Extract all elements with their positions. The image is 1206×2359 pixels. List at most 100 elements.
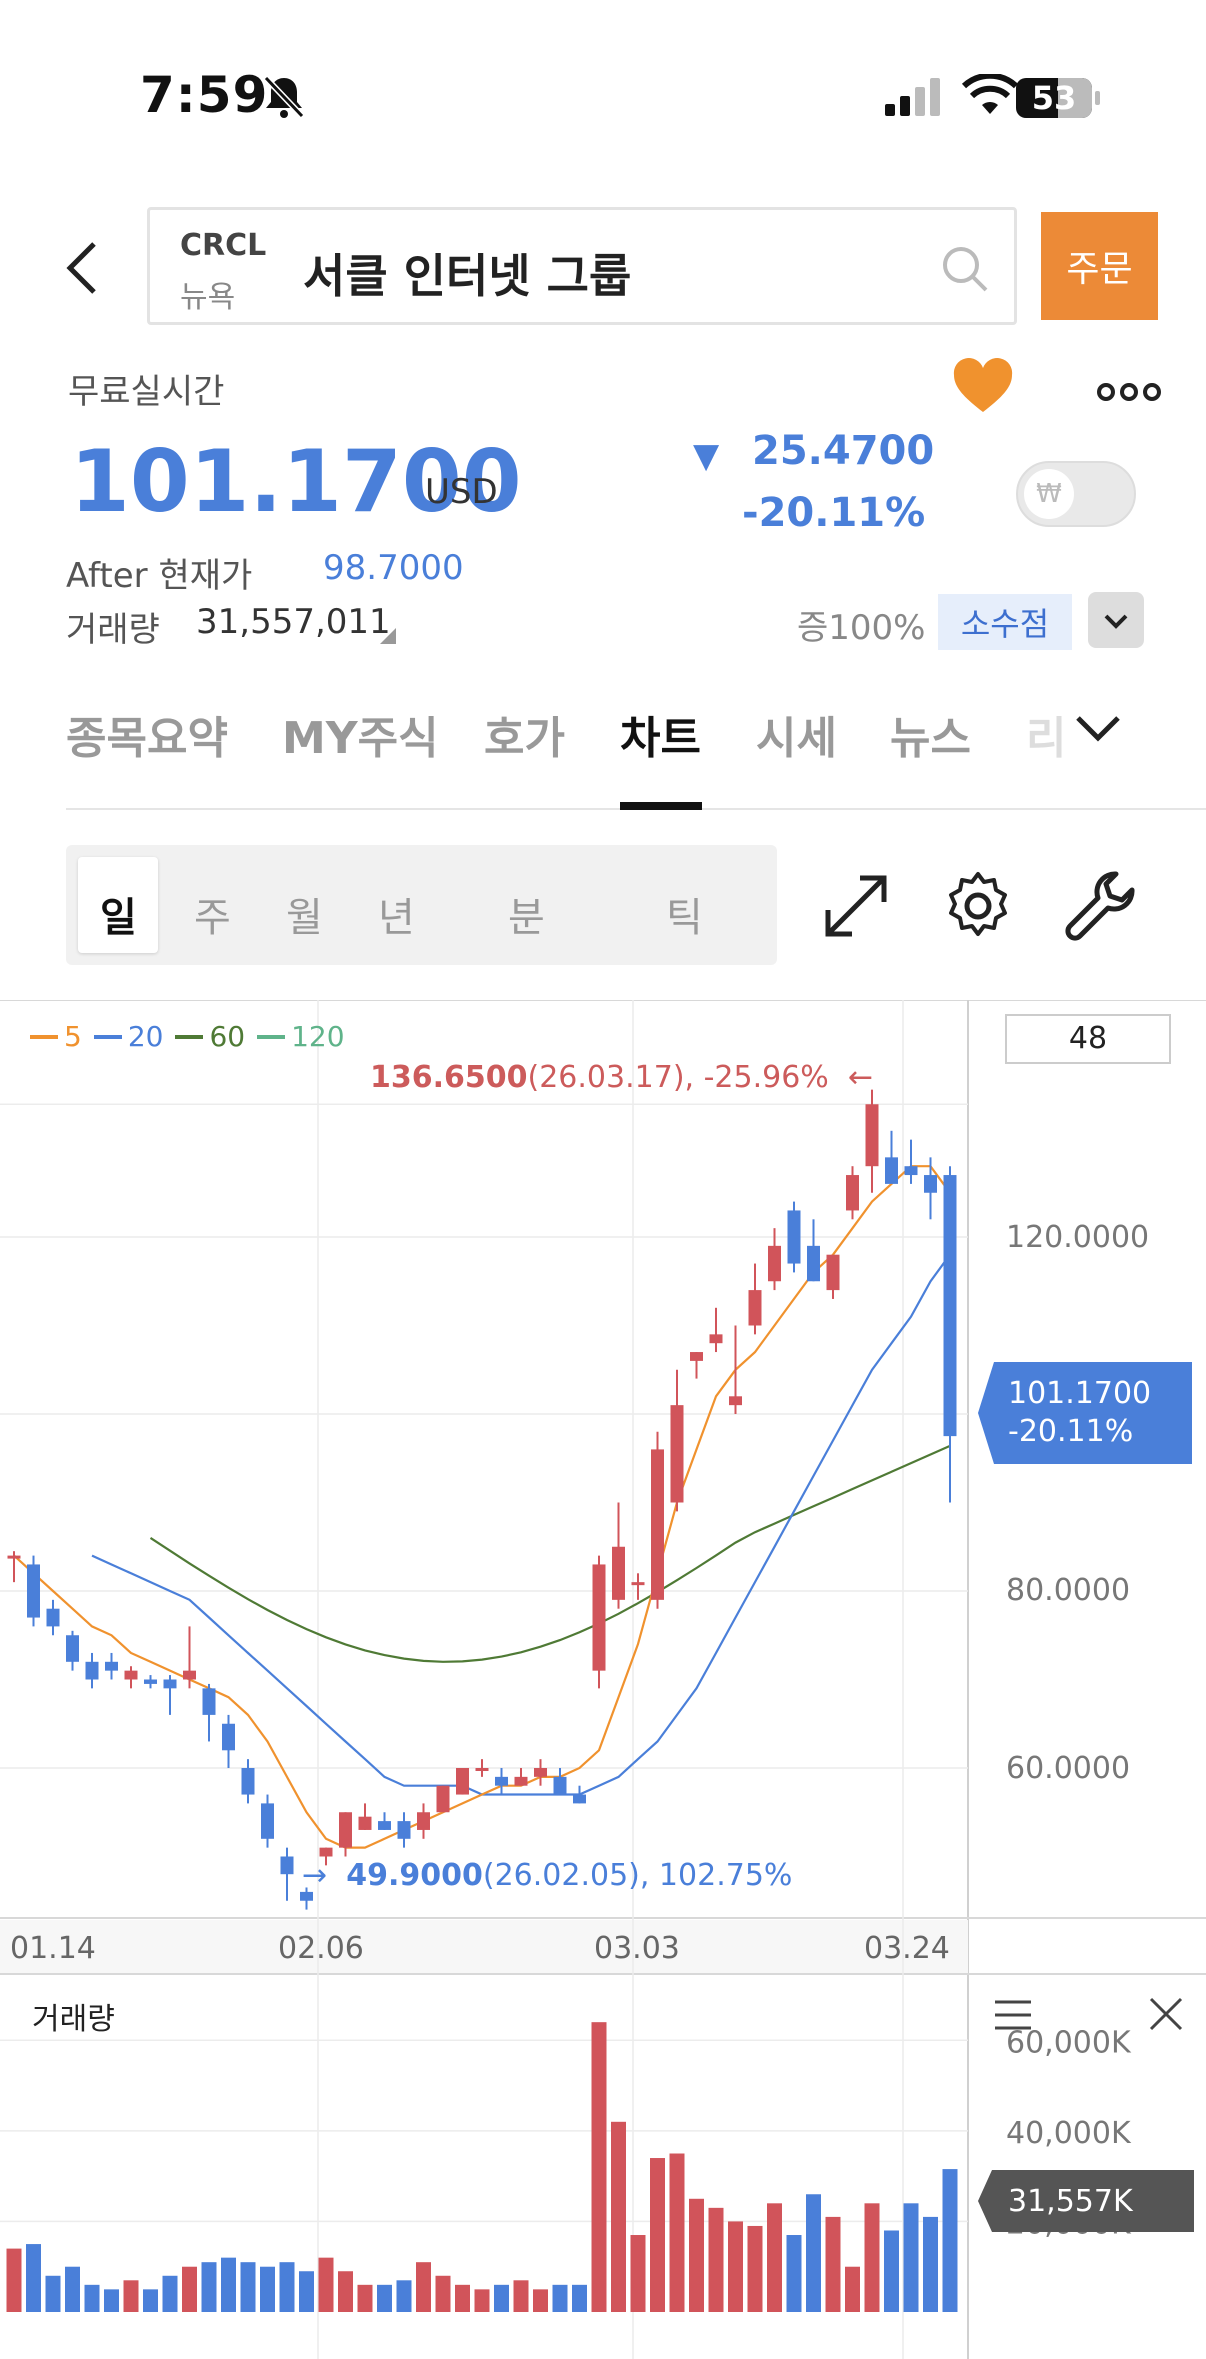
candle-body xyxy=(612,1546,625,1600)
candle-body xyxy=(456,1768,469,1795)
candle-body xyxy=(748,1290,762,1326)
close-icon[interactable] xyxy=(1148,1996,1184,2032)
candle-body xyxy=(534,1768,547,1777)
tab-active-indicator xyxy=(620,802,702,810)
period-selector: 일 주 월 년 분 틱 xyxy=(66,845,777,965)
bell-muted-icon xyxy=(263,75,305,119)
status-time: 7:59 xyxy=(140,66,269,124)
volume-tag-value: 31,557K xyxy=(1008,2184,1133,2219)
candle-body xyxy=(222,1723,235,1751)
candle-body xyxy=(144,1679,157,1684)
more-icon[interactable] xyxy=(1096,380,1162,404)
candle-body xyxy=(27,1564,40,1618)
volume-bar xyxy=(942,2169,958,2312)
wifi-icon xyxy=(962,74,1018,114)
wrench-icon[interactable] xyxy=(1060,866,1140,946)
volume-bar xyxy=(689,2198,704,2312)
expand-icon[interactable] xyxy=(820,870,892,942)
price-chart[interactable]: 120.0000 80.0000 60.0000 01.14 02.06 03.03 03.… xyxy=(0,1000,1206,2359)
right-arrow-icon: → xyxy=(302,1858,347,1893)
volume-bar xyxy=(572,2284,587,2312)
tab-chart[interactable]: 차트 xyxy=(620,713,701,764)
decimal-button[interactable]: 소수점 xyxy=(938,594,1072,650)
volume-bar xyxy=(669,2153,685,2312)
currency-toggle[interactable]: ₩ xyxy=(1016,461,1136,527)
candle-body xyxy=(436,1785,450,1813)
currency-label: USD xyxy=(425,472,498,512)
candle-body xyxy=(300,1891,313,1901)
stock-search-box[interactable]: CRCL 뉴욕 서클 인터넷 그룹 xyxy=(147,207,1017,325)
candle-body xyxy=(163,1679,177,1689)
tabs-chevron-down-icon[interactable] xyxy=(1072,710,1124,746)
volume-bar xyxy=(260,2266,275,2312)
current-price-tag xyxy=(978,1362,1192,1464)
candle-body xyxy=(709,1334,723,1344)
x-tick-label: 02.06 xyxy=(278,1931,364,1966)
volume-panel-title: 거래량 xyxy=(32,2002,115,2037)
volume-bar xyxy=(221,2257,236,2312)
volume-bar xyxy=(338,2271,353,2312)
period-tick[interactable]: 틱 xyxy=(666,895,703,941)
volume-label: 거래량 xyxy=(66,610,160,650)
heart-icon[interactable] xyxy=(952,358,1014,414)
candle-body xyxy=(924,1175,937,1193)
back-arrow-icon[interactable] xyxy=(60,238,110,298)
tab-orderbook[interactable]: 호가 xyxy=(484,713,565,764)
stock-name: 서클 인터넷 그룹 xyxy=(303,249,632,303)
search-icon[interactable] xyxy=(940,244,990,294)
candle-body xyxy=(397,1821,411,1839)
change-amount: 25.4700 xyxy=(752,428,935,474)
candle-body xyxy=(475,1768,489,1771)
period-year[interactable]: 년 xyxy=(378,895,415,941)
tab-news[interactable]: 뉴스 xyxy=(890,713,971,764)
volume-bar xyxy=(182,2266,197,2312)
margin-rate: 증100% xyxy=(797,608,926,648)
period-day[interactable]: 일 xyxy=(100,895,137,941)
period-week[interactable]: 주 xyxy=(194,895,231,941)
tab-my-stock[interactable]: MY주식 xyxy=(282,713,439,764)
high-detail: (26.03.17), -25.96% xyxy=(527,1060,829,1095)
candle-body xyxy=(690,1352,703,1361)
candle-body xyxy=(261,1803,274,1839)
dropdown-button[interactable] xyxy=(1088,592,1144,648)
ma20-line xyxy=(91,1254,951,1796)
volume-bar xyxy=(435,2275,451,2312)
ticker-symbol: CRCL xyxy=(180,228,267,263)
menu-icon[interactable] xyxy=(993,1998,1033,2032)
volume-bar xyxy=(728,2221,743,2312)
legend-ma5: 5 xyxy=(64,1020,82,1053)
candle-body xyxy=(319,1847,333,1857)
battery-icon: 53 xyxy=(1016,78,1092,118)
volume-bar xyxy=(825,2216,841,2312)
gear-icon[interactable] xyxy=(940,868,1016,944)
volume-bar xyxy=(6,2248,22,2312)
tab-price[interactable]: 시세 xyxy=(756,713,837,764)
tab-partial[interactable]: 리 xyxy=(1026,713,1067,764)
price-tag-price: 101.1700 xyxy=(1008,1376,1152,1411)
candle-body xyxy=(339,1812,352,1848)
period-month[interactable]: 월 xyxy=(286,895,323,941)
volume-bar xyxy=(474,2289,490,2312)
candle-body xyxy=(495,1776,508,1786)
volume-bar xyxy=(611,2121,626,2312)
candle-count-input[interactable]: 48 xyxy=(1005,1014,1171,1064)
volume-bar xyxy=(377,2284,392,2312)
volume-bar xyxy=(162,2275,178,2312)
ma5-line xyxy=(13,1165,951,1849)
volume-bar xyxy=(864,2203,880,2312)
volume-bar xyxy=(104,2289,119,2312)
volume-bar xyxy=(767,2203,782,2312)
period-minute[interactable]: 분 xyxy=(508,895,545,941)
battery-level: 53 xyxy=(1031,79,1077,117)
current-price: 101.1700 xyxy=(70,432,522,532)
volume-bar xyxy=(240,2262,256,2312)
corner-triangle-icon xyxy=(380,628,396,644)
down-triangle-icon: ▼ xyxy=(693,436,720,476)
volume-bar xyxy=(279,2262,295,2312)
volume-bar xyxy=(806,2194,821,2312)
low-price: 49.9000 xyxy=(346,1858,483,1893)
tab-summary[interactable]: 종목요약 xyxy=(66,713,228,764)
ma60-line xyxy=(149,1444,951,1663)
volume-bar xyxy=(416,2262,431,2312)
order-button[interactable]: 주문 xyxy=(1041,212,1158,320)
